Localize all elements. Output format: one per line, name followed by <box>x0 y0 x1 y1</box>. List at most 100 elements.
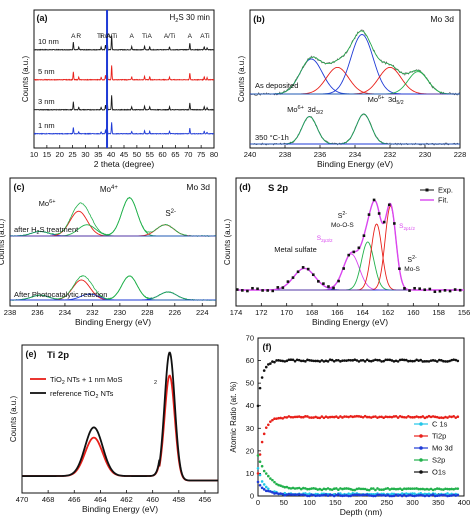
experimental-point <box>266 289 269 292</box>
series-label: 3 nm <box>38 97 55 106</box>
data-point-1 <box>291 415 295 419</box>
data-point-1 <box>345 415 348 418</box>
data-point-1 <box>339 415 342 418</box>
x-tick-label: 45 <box>120 150 128 159</box>
data-point-0 <box>260 480 264 483</box>
data-point-3 <box>374 488 377 492</box>
annotation-label: 3d5/2 <box>388 95 404 106</box>
experimental-point <box>251 286 254 290</box>
data-point-4 <box>380 360 383 363</box>
x-tick-label: 300 <box>406 498 419 507</box>
experimental-point <box>322 282 325 285</box>
data-point-4 <box>386 358 390 362</box>
data-point-1 <box>277 416 280 420</box>
data-point-4 <box>425 359 429 363</box>
data-point-4 <box>267 363 270 366</box>
data-point-4 <box>310 359 313 362</box>
data-point-1 <box>388 415 392 419</box>
data-point-4 <box>275 359 278 362</box>
data-point-3 <box>407 487 410 490</box>
data-point-2 <box>433 494 437 498</box>
chart-title: Mo 3d <box>186 182 210 192</box>
panel-letter: (f) <box>263 342 272 352</box>
data-point-3 <box>318 487 322 491</box>
x-tick-label: 226 <box>169 308 182 317</box>
x-tick-label: 172 <box>255 308 268 317</box>
data-point-1 <box>427 414 431 418</box>
plot-frame <box>9 177 217 307</box>
data-point-2 <box>337 493 340 496</box>
data-point-4 <box>444 360 447 363</box>
panel-c-mo3d: 238 236 234 232 230 228 226 224 Binding Energy (… <box>0 177 217 327</box>
data-point-3 <box>326 487 330 490</box>
experimental-point <box>438 289 442 293</box>
data-point-3 <box>411 487 414 490</box>
data-point-1 <box>334 415 338 418</box>
as-deposited-fit <box>250 30 460 95</box>
data-point-3 <box>398 487 402 490</box>
data-point-1 <box>374 415 377 418</box>
data-point-4 <box>353 358 357 362</box>
annotation-label: Mo-S <box>404 266 420 273</box>
legend-label: Mo 3d <box>432 444 453 453</box>
xrd-series-3 <box>33 119 215 135</box>
series-label: 1 nm <box>38 121 55 130</box>
data-point-3 <box>271 478 274 482</box>
data-point-2 <box>308 494 311 498</box>
experimental-point <box>403 287 406 290</box>
panel-letter: (e) <box>26 349 37 359</box>
data-point-3 <box>281 485 285 488</box>
x-tick-label: 232 <box>86 308 99 317</box>
data-point-1 <box>332 415 336 419</box>
data-point-3 <box>330 488 334 491</box>
peak-label: A <box>71 33 76 40</box>
data-point-1 <box>423 416 427 420</box>
data-point-2 <box>316 494 320 497</box>
data-point-2 <box>287 492 291 496</box>
y-tick-label: 30 <box>246 424 254 433</box>
data-point-3 <box>341 487 344 491</box>
data-point-4 <box>367 359 371 363</box>
data-point-2 <box>442 493 445 497</box>
data-point-4 <box>409 359 412 363</box>
data-point-3 <box>260 464 264 468</box>
data-point-2 <box>392 494 396 498</box>
data-point-3 <box>382 488 385 491</box>
data-point-1 <box>396 416 400 419</box>
data-point-4 <box>388 358 392 362</box>
data-point-4 <box>413 359 416 363</box>
x-tick-label: 75 <box>197 150 205 159</box>
x-tick-label: 230 <box>114 308 127 317</box>
panel-e-ti2p: 470 468 466 464 462 460 458 456 Binding Energy (… <box>9 344 219 514</box>
data-point-4 <box>435 360 439 363</box>
x-tick-label: 228 <box>141 308 154 317</box>
y-axis-label: Counts (a.u.) <box>21 56 30 103</box>
x-tick-label: 80 <box>210 150 218 159</box>
data-point-4 <box>302 359 305 363</box>
data-point-3 <box>413 487 416 490</box>
data-point-4 <box>273 360 276 364</box>
experimental-point <box>311 273 315 277</box>
data-point-2 <box>402 493 406 497</box>
data-point-3 <box>440 488 443 491</box>
data-point-2 <box>304 493 307 497</box>
data-point-2 <box>448 494 451 498</box>
experimental-point <box>281 286 285 289</box>
data-point-2 <box>421 494 425 497</box>
data-point-2 <box>353 493 357 497</box>
data-point-4 <box>334 358 338 362</box>
experimental-point <box>387 203 391 207</box>
data-point-2 <box>275 491 278 495</box>
data-point-1 <box>260 440 264 444</box>
experimental-point <box>235 288 239 291</box>
chart-title: Ti 2p <box>47 350 69 361</box>
data-point-3 <box>396 487 400 491</box>
data-point-0 <box>262 483 266 486</box>
data-point-1 <box>297 415 301 418</box>
data-point-2 <box>343 494 346 497</box>
x-tick-label: 60 <box>158 150 166 159</box>
annotation-label: S2- <box>407 255 417 264</box>
data-point-3 <box>347 487 350 490</box>
data-point-4 <box>283 360 287 363</box>
data-point-2 <box>367 494 371 497</box>
